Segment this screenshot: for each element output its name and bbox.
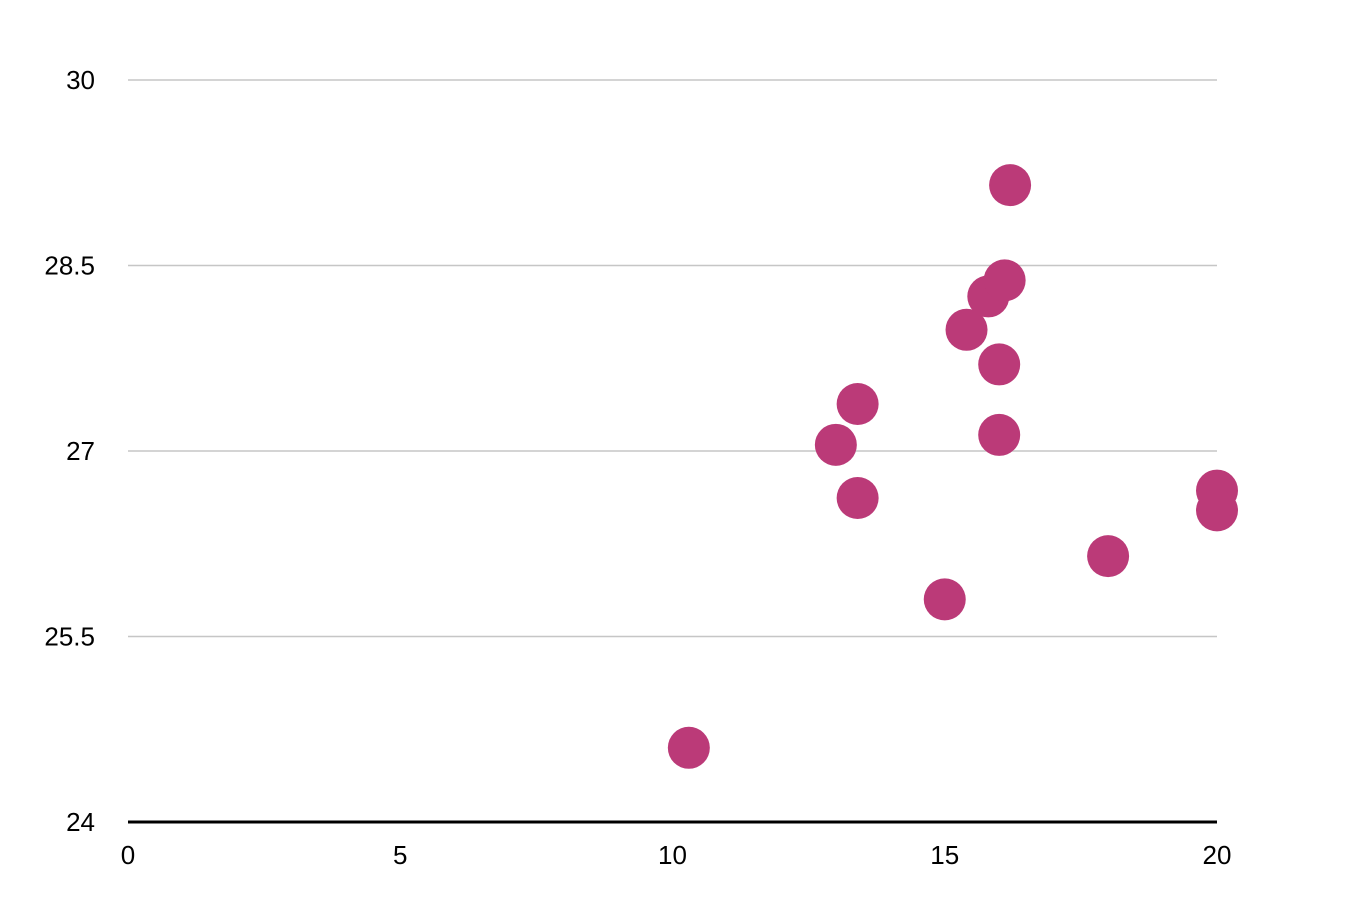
data-point-0-3 [836, 476, 879, 519]
data-point-0-7 [978, 343, 1021, 386]
data-point-0-11 [1087, 535, 1130, 578]
data-point-0-8 [978, 413, 1021, 456]
data-point-0-2 [836, 383, 879, 426]
data-point-0-9 [983, 259, 1026, 302]
y-tick-label-0: 24 [66, 807, 95, 837]
x-tick-label-0: 0 [121, 840, 135, 870]
y-tick-label-2: 27 [66, 436, 95, 466]
tick-labels: 24 25.5 27 28.5 30 0 5 10 15 20 [44, 65, 1231, 870]
x-tick-label-4: 20 [1203, 840, 1232, 870]
data-point-0-1 [814, 423, 857, 466]
y-tick-label-3: 28.5 [44, 251, 95, 281]
data-point-0-4 [923, 578, 966, 621]
data-point-0-0 [667, 726, 710, 769]
data-points [667, 164, 1238, 769]
data-point-0-10 [989, 164, 1032, 207]
y-tick-label-1: 25.5 [44, 622, 95, 652]
gridlines [128, 79, 1217, 638]
x-tick-label-3: 15 [930, 840, 959, 870]
data-point-0-13 [1196, 489, 1238, 532]
x-tick-label-2: 10 [658, 840, 687, 870]
data-point-0-5 [945, 308, 988, 351]
y-tick-label-4: 30 [66, 65, 95, 95]
x-tick-label-1: 5 [393, 840, 407, 870]
